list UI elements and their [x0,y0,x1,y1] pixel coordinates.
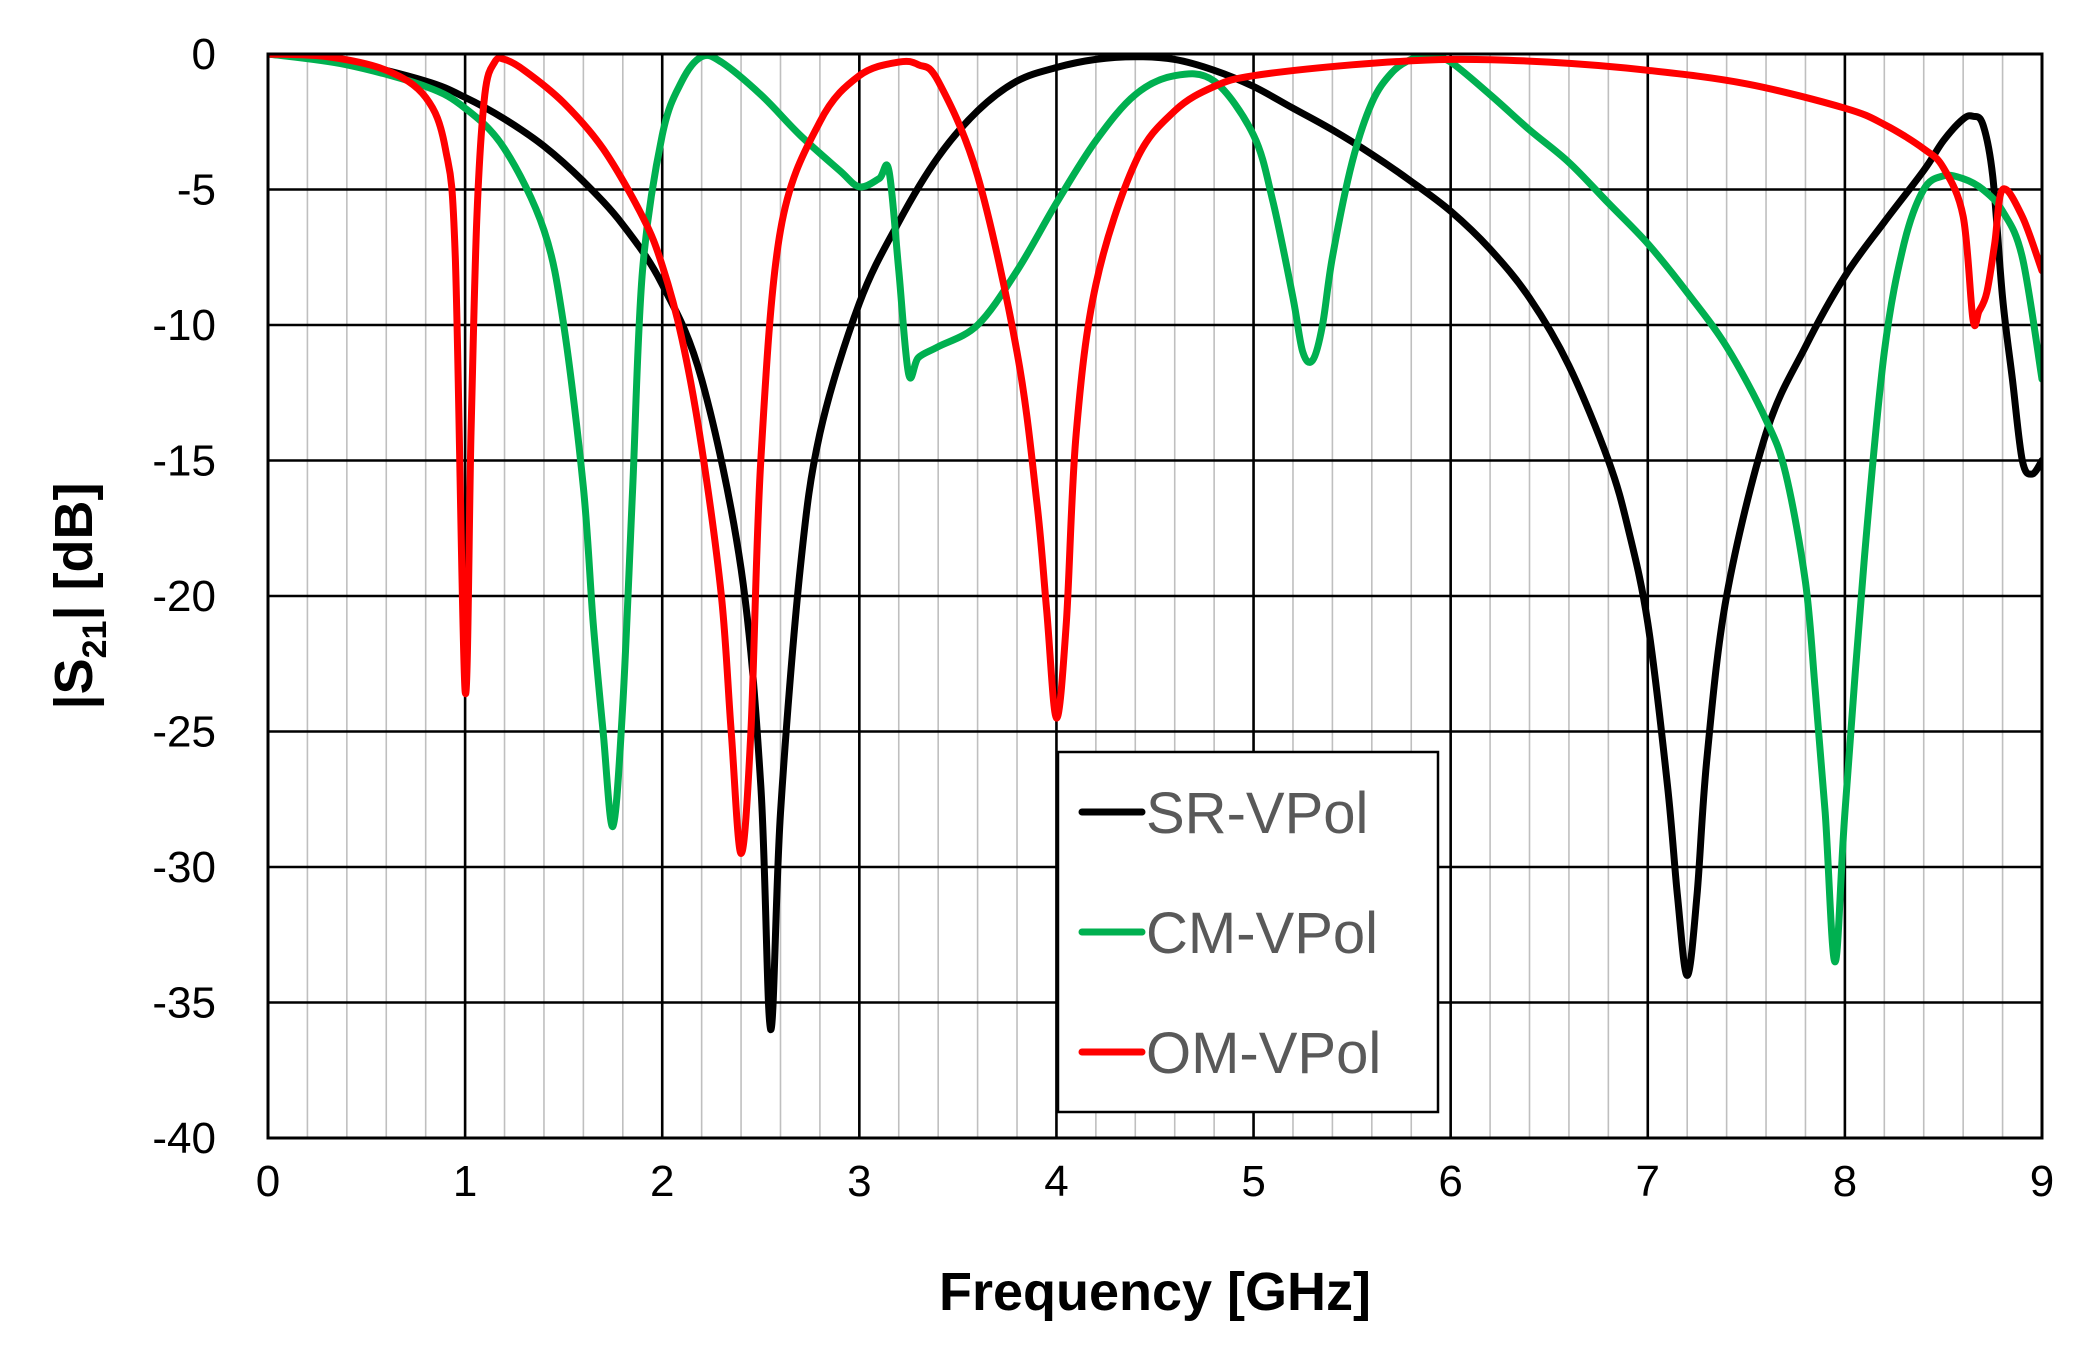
y-tick-label: -40 [152,1114,216,1163]
plot-border [266,52,2044,1140]
y-axis-title: |S21| [dB] [44,482,114,709]
y-tick-label: -35 [152,979,216,1028]
y-tick-labels: 0 -5 -10 -15 -20 -25 -30 -35 -40 [152,30,216,1163]
x-tick-label: 4 [1044,1157,1068,1206]
y-tick-label: 0 [192,30,216,79]
y-axis-title-main: |S [44,658,105,709]
series-line-cm-vpol [268,54,2042,966]
y-axis-title-subscript: 21 [76,621,114,659]
x-tick-label: 7 [1636,1157,1660,1206]
x-tick-label: 5 [1241,1157,1265,1206]
x-tick-label: 2 [650,1157,674,1206]
legend-label: SR-VPol [1146,781,1368,846]
series-line-om-vpol [268,54,2042,857]
y-tick-label: -25 [152,708,216,757]
x-tick-label: 3 [847,1157,871,1206]
x-tick-label: 1 [453,1157,477,1206]
x-tick-label: 9 [2030,1157,2054,1206]
y-tick-label: -15 [152,437,216,486]
x-tick-label: 6 [1438,1157,1462,1206]
y-tick-label: -5 [177,166,216,215]
y-tick-label: -10 [152,301,216,350]
x-tick-label: 8 [1833,1157,1857,1206]
legend-label: CM-VPol [1146,901,1378,966]
series-layer [268,54,2042,1034]
y-axis-title-tail: | [dB] [44,482,105,620]
y-tick-label: -20 [152,572,216,621]
x-tick-labels: 0 1 2 3 4 5 6 7 8 9 [256,1157,2054,1206]
x-tick-label: 0 [256,1157,280,1206]
legend-label: OM-VPol [1146,1021,1381,1086]
x-axis-title: Frequency [GHz] [939,1262,1371,1322]
y-tick-label: -30 [152,843,216,892]
legend: SR-VPol CM-VPol OM-VPol [1056,750,1440,1114]
